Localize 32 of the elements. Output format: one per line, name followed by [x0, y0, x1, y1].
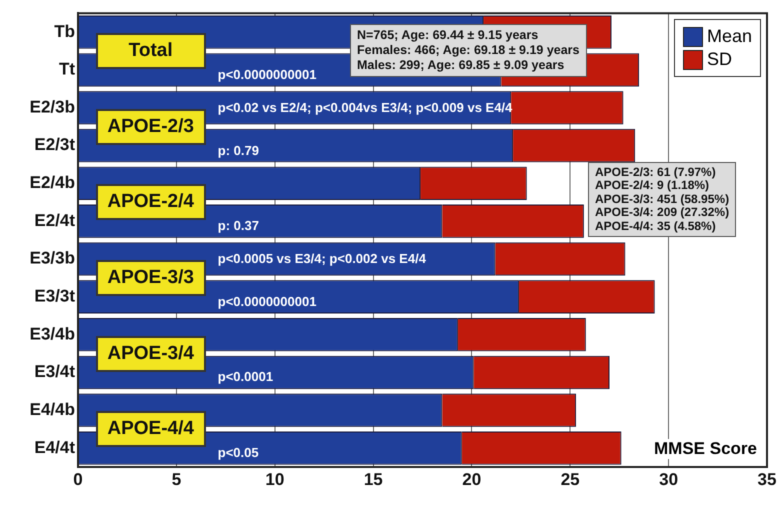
y-tick-label: E2/4b [30, 173, 75, 192]
y-tick-label: E3/3b [30, 248, 75, 268]
y-tick-label: E4/4b [30, 400, 75, 419]
y-tick-label: Tb [54, 22, 75, 41]
annotation: p<0.05 [218, 445, 259, 461]
annotation: p: 0.79 [218, 142, 259, 158]
annotation: p<0.0001 [218, 369, 274, 386]
y-tick-label: Tt [58, 60, 76, 79]
y-tick-label: E2/3t [34, 135, 76, 154]
y-tick-label: E3/4b [30, 324, 75, 344]
annotation: p<0.0005 vs E3/4; p<0.002 vs E4/4 [218, 251, 426, 267]
x-tick-label: 30 [659, 470, 678, 489]
y-tick-label: E4/4t [34, 438, 76, 457]
x-tick-label: 20 [462, 470, 482, 489]
y-tick-label: E3/3t [34, 286, 76, 306]
annotation: p<0.0000000001 [218, 294, 316, 310]
x-tick-label: 25 [560, 470, 580, 489]
x-axis-title: MMSE Score [652, 439, 759, 459]
y-tick-label: E3/4t [34, 362, 76, 382]
x-tick-label: 5 [172, 470, 182, 489]
x-tick-label: 35 [758, 470, 776, 489]
y-tick-label: E2/3b [30, 97, 75, 116]
x-tick-label: 0 [73, 470, 83, 489]
x-tick-label: 15 [364, 470, 383, 489]
legend-label: SD [706, 49, 732, 70]
annotation: p<0.0000000001 [218, 66, 316, 83]
annotation: p: 0.37 [218, 218, 259, 234]
y-tick-label: E2/4t [34, 210, 76, 230]
x-tick-label: 10 [265, 470, 284, 489]
annotation: APOE-2/3: 61 (7.97%) APOE-2/4: 9 (1.18%) APOE-3/3: 451 (58.95%) APOE-3/4: 209 (27.32%) APOE-4/4: 35 (4.58%) [588, 162, 736, 238]
annotation: N=765; Age: 69.44 ± 9.15 years Females: 466; Age: 69.18 ± 9.19 years Males: 299; Age: 69.85 ± 9.09 years [350, 24, 587, 77]
text: Mean [706, 26, 752, 48]
